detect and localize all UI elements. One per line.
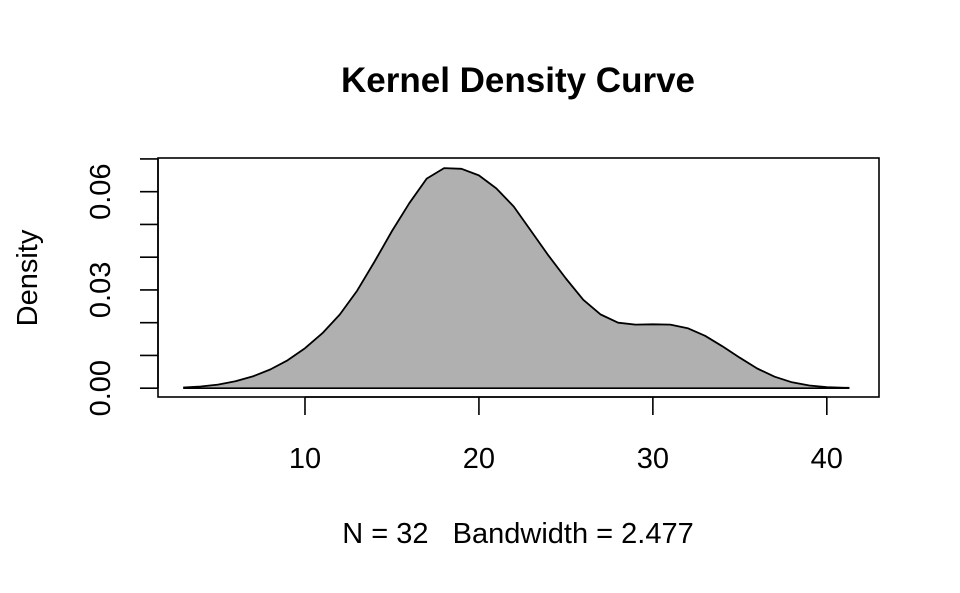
x-tick-label: 20 [463, 443, 495, 475]
y-tick-label: 0.00 [85, 360, 117, 416]
y-axis: 0.00 0.03 0.06 [85, 158, 159, 416]
x-axis: 10 20 30 40 [289, 396, 843, 475]
density-curve-line [183, 167, 850, 389]
y-axis-label: Density [12, 229, 44, 326]
x-tick-label: 30 [637, 443, 669, 475]
x-axis-label: N = 32 Bandwidth = 2.477 [342, 518, 693, 550]
chart-title: Kernel Density Curve [341, 61, 695, 100]
density-fill-area [183, 168, 850, 389]
y-tick-label: 0.06 [85, 163, 117, 219]
x-tick-label: 10 [289, 443, 321, 475]
x-tick-label: 40 [811, 443, 843, 475]
y-tick-label: 0.03 [85, 262, 117, 318]
plot-area [183, 167, 850, 389]
